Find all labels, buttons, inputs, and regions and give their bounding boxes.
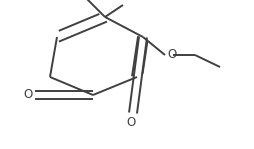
Text: O: O <box>24 89 33 101</box>
Text: O: O <box>167 49 176 62</box>
Text: O: O <box>126 116 136 129</box>
